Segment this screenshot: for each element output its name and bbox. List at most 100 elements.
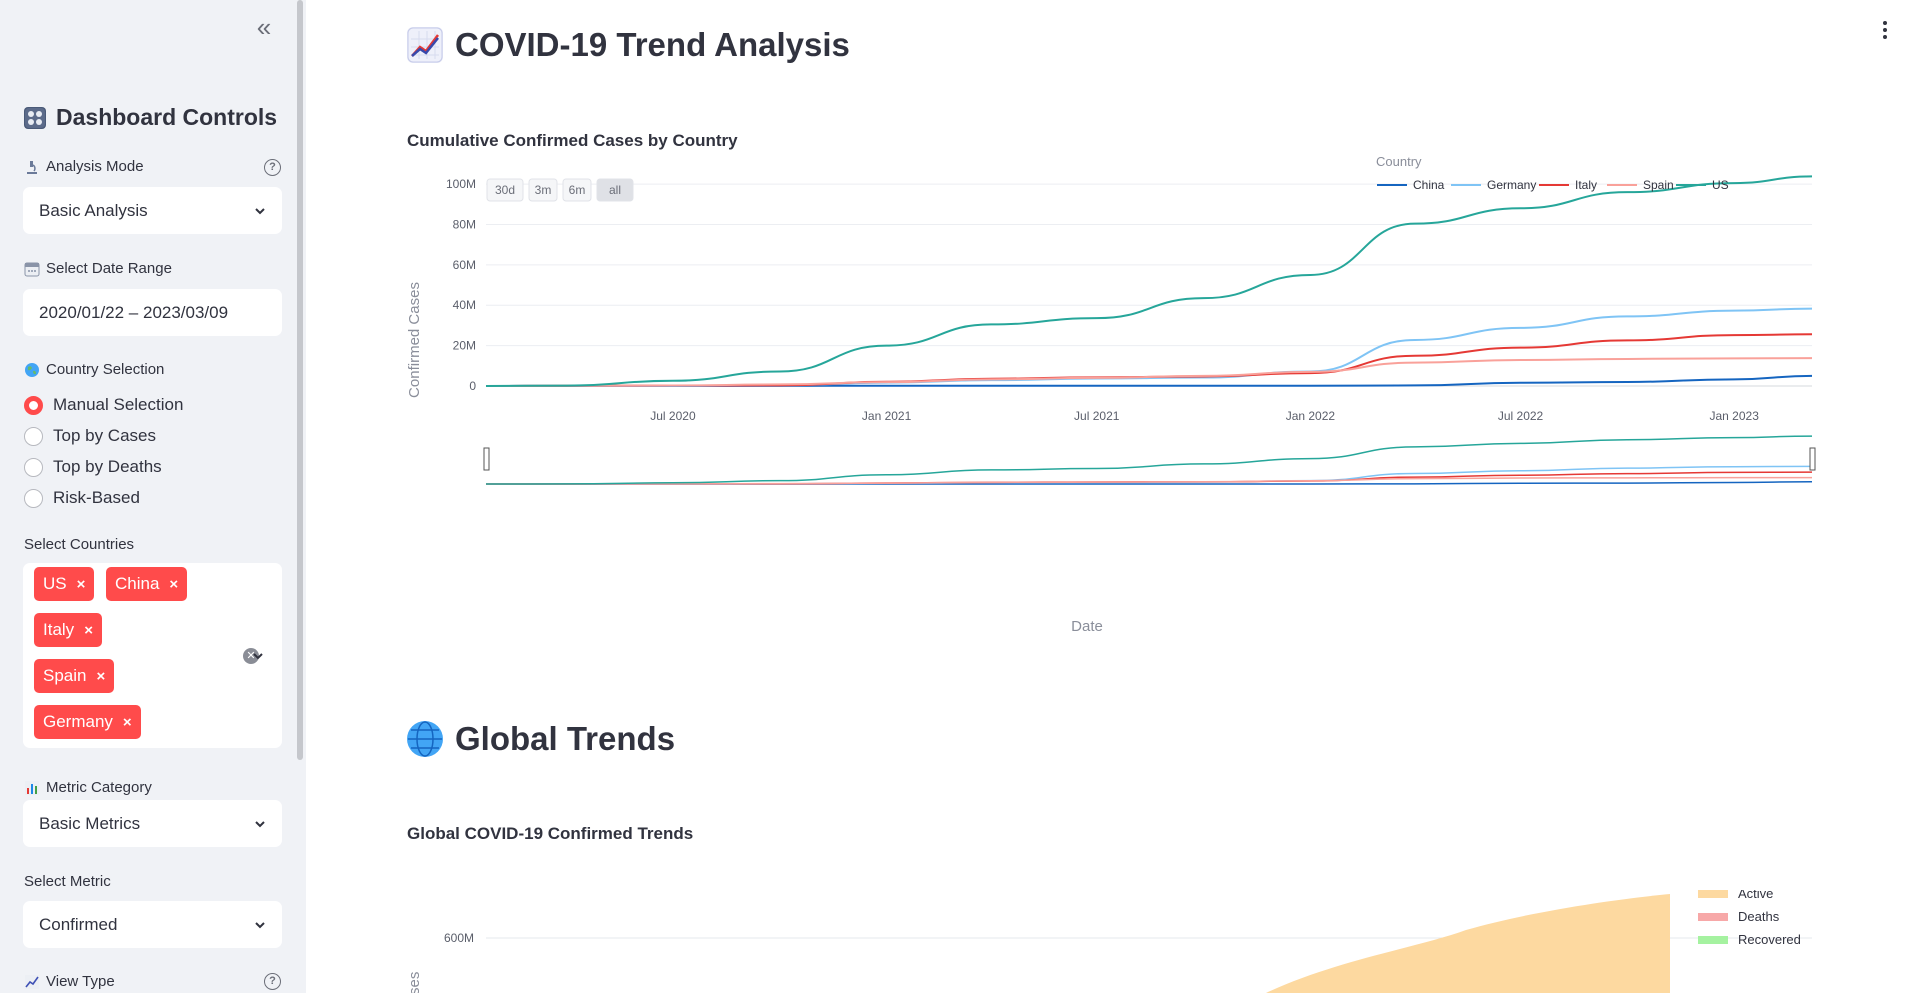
range-handle-left bbox=[483, 447, 490, 471]
tag-label: Italy bbox=[43, 620, 75, 639]
date-range-label-text: Select Date Range bbox=[46, 260, 172, 277]
legend-label-italy: Italy bbox=[1575, 178, 1597, 192]
analysis-mode-label: Analysis Mode bbox=[24, 158, 144, 175]
tag-us[interactable]: US × bbox=[34, 567, 95, 601]
range-button-label: 3m bbox=[535, 183, 552, 197]
chart1-y-ticks: 0 20M 40M 60M 80M 100M bbox=[446, 177, 476, 393]
radio-manual-selection[interactable]: Manual Selection bbox=[24, 395, 183, 415]
page-title-text: COVID-19 Trend Analysis bbox=[455, 26, 850, 63]
chevron-down-icon bbox=[255, 921, 265, 928]
select-metric-label-text: Select Metric bbox=[24, 873, 111, 890]
sidebar: « Dashboard Controls Analysis Mode ? Bas… bbox=[0, 0, 306, 993]
legend-label-deaths: Deaths bbox=[1738, 909, 1780, 924]
chart1-legend-title: Country bbox=[1376, 154, 1422, 169]
remove-tag-icon[interactable]: × bbox=[122, 713, 132, 731]
range-button-label: 6m bbox=[569, 183, 586, 197]
remove-tag-icon[interactable]: × bbox=[84, 621, 93, 639]
range-slider-bg bbox=[486, 432, 1812, 488]
radio-label: Manual Selection bbox=[53, 395, 184, 414]
legend-swatch-deaths bbox=[1698, 913, 1728, 921]
view-type-help-icon[interactable]: ? bbox=[264, 973, 281, 990]
analysis-mode-help-icon[interactable]: ? bbox=[264, 159, 281, 176]
chart1-title: Cumulative Confirmed Cases by Country bbox=[407, 131, 738, 150]
metric-select[interactable]: Confirmed bbox=[23, 901, 282, 948]
date-range-input[interactable]: 2020/01/22 – 2023/03/09 bbox=[23, 289, 282, 336]
globe-meridians-icon bbox=[407, 721, 443, 757]
y-tick-label: 20M bbox=[453, 339, 476, 353]
chevron-down-icon bbox=[255, 207, 265, 214]
chart1-legend: China Germany Italy Spain US bbox=[1377, 178, 1729, 192]
line-chart-icon bbox=[24, 974, 40, 990]
page-title: COVID-19 Trend Analysis bbox=[407, 26, 850, 64]
radio-label: Top by Deaths bbox=[53, 457, 162, 476]
legend-label-us: US bbox=[1712, 178, 1729, 192]
legend-swatch-active bbox=[1698, 890, 1728, 898]
select-countries-label: Select Countries bbox=[24, 536, 134, 553]
remove-tag-icon[interactable]: × bbox=[169, 575, 179, 593]
radio-top-by-cases[interactable]: Top by Cases bbox=[24, 426, 156, 446]
range-button-6m[interactable] bbox=[562, 178, 592, 202]
analysis-mode-label-text: Analysis Mode bbox=[46, 158, 144, 175]
sidebar-title: Dashboard Controls bbox=[24, 104, 277, 131]
x-tick-label: Jan 2023 bbox=[1710, 409, 1760, 423]
analysis-mode-value: Basic Analysis bbox=[39, 200, 148, 220]
mini-line-us bbox=[485, 435, 1813, 485]
view-type-label-text: View Type bbox=[46, 973, 115, 990]
y-tick-label: 100M bbox=[446, 177, 476, 191]
range-button-label: all bbox=[609, 183, 621, 197]
control-knobs-icon bbox=[24, 106, 46, 129]
countries-multiselect[interactable]: US × China × Italy × Spain × Germany × ✕ bbox=[23, 563, 282, 748]
range-button-all[interactable] bbox=[596, 178, 634, 202]
y-tick-label: 40M bbox=[453, 298, 476, 312]
range-button-30d[interactable] bbox=[486, 178, 524, 202]
radio-button[interactable] bbox=[24, 426, 43, 446]
bar-chart-icon bbox=[24, 780, 40, 796]
more-options-icon[interactable] bbox=[1880, 20, 1890, 40]
global-trends-heading-text: Global Trends bbox=[455, 720, 676, 757]
tag-spain[interactable]: Spain × bbox=[34, 659, 115, 693]
radio-button[interactable] bbox=[24, 488, 43, 508]
chart2-active-area bbox=[1266, 894, 1670, 993]
chevron-down-icon[interactable] bbox=[252, 650, 264, 662]
tag-germany[interactable]: Germany × bbox=[34, 705, 141, 739]
x-tick-label: Jul 2020 bbox=[650, 409, 696, 423]
chart1-gridlines bbox=[486, 183, 1812, 387]
select-metric-label: Select Metric bbox=[24, 873, 111, 890]
series-line-germany bbox=[485, 307, 1813, 387]
tag-china[interactable]: China × bbox=[106, 567, 188, 601]
legend-label-china: China bbox=[1413, 178, 1445, 192]
radio-top-by-deaths[interactable]: Top by Deaths bbox=[24, 457, 162, 477]
radio-label: Risk-Based bbox=[53, 488, 140, 507]
range-handle-right bbox=[1809, 447, 1816, 471]
global-trends-chart[interactable]: 600M ses Active Deaths Recovered bbox=[306, 890, 1917, 993]
radio-button-selected[interactable] bbox=[24, 395, 43, 415]
chart1-range-slider bbox=[483, 432, 1816, 488]
remove-tag-icon[interactable]: × bbox=[96, 667, 106, 685]
sidebar-scrollbar[interactable] bbox=[297, 0, 303, 760]
select-countries-label-text: Select Countries bbox=[24, 536, 135, 553]
global-trends-heading: Global Trends bbox=[407, 720, 675, 758]
chart2-ylabel-partial: ses bbox=[406, 972, 423, 993]
date-range-value: 2020/01/22 – 2023/03/09 bbox=[39, 302, 229, 322]
metric-category-label: Metric Category bbox=[24, 779, 152, 796]
chart2-legend: Active Deaths Recovered bbox=[1698, 890, 1801, 947]
range-button-3m[interactable] bbox=[528, 178, 558, 202]
metric-category-select[interactable]: Basic Metrics bbox=[23, 800, 282, 847]
remove-tag-icon[interactable]: × bbox=[76, 575, 86, 593]
radio-risk-based[interactable]: Risk-Based bbox=[24, 488, 140, 508]
metric-category-value: Basic Metrics bbox=[39, 813, 141, 833]
metric-category-label-text: Metric Category bbox=[46, 779, 152, 796]
tag-label: Germany bbox=[43, 712, 113, 731]
analysis-mode-select[interactable]: Basic Analysis bbox=[23, 187, 282, 234]
x-tick-label: Jan 2022 bbox=[1286, 409, 1336, 423]
chart-increasing-icon bbox=[407, 27, 443, 63]
radio-label: Top by Cases bbox=[53, 426, 156, 445]
y-tick-label: 80M bbox=[453, 217, 476, 231]
microscope-icon bbox=[24, 159, 40, 175]
collapse-sidebar-icon[interactable]: « bbox=[256, 12, 272, 42]
tag-italy[interactable]: Italy × bbox=[34, 613, 102, 647]
clear-all-icon[interactable]: ✕ bbox=[243, 648, 259, 664]
chart2-y-tick: 600M bbox=[444, 931, 474, 945]
radio-button[interactable] bbox=[24, 457, 43, 477]
